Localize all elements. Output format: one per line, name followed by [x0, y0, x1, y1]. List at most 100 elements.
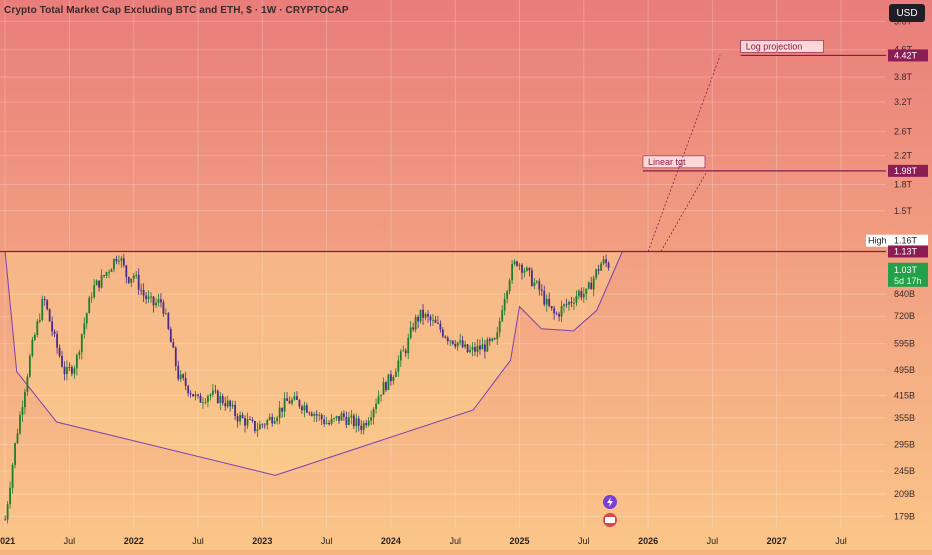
candle-body: [533, 282, 536, 286]
candle-body: [266, 419, 269, 426]
candle-body: [71, 367, 73, 374]
candle-body: [506, 291, 509, 299]
candle-body: [486, 339, 489, 352]
candle-body: [496, 332, 499, 340]
candle-body: [231, 404, 234, 407]
time-tick-label: Jul: [64, 536, 76, 546]
candle-body: [115, 258, 118, 262]
candle-body: [93, 285, 96, 298]
time-axis[interactable]: 2021 Jul 2022 Jul 2023 Jul 2024 Jul 2025 Jul 2026 J…: [0, 536, 847, 546]
candle-body: [318, 414, 321, 416]
candle-body: [503, 298, 506, 311]
price-tag: [888, 245, 928, 258]
candle-body: [476, 345, 479, 352]
candle-body: [577, 290, 580, 297]
candle-body: [160, 299, 162, 303]
candle-body: [110, 269, 113, 272]
candle-body: [580, 290, 583, 298]
candle-body: [595, 269, 598, 278]
candle-body: [16, 433, 19, 444]
candle-body: [286, 398, 288, 401]
candle-body: [313, 413, 316, 416]
candle-body: [33, 334, 36, 340]
candle-body: [221, 396, 224, 404]
grid-lines: [0, 0, 886, 528]
candle-body: [100, 275, 103, 288]
time-tick-label: Jul: [449, 536, 461, 546]
candle-body: [204, 401, 207, 403]
candle-body: [360, 425, 363, 430]
candle-body: [365, 423, 368, 426]
candle-body: [137, 274, 140, 290]
projection-line: [647, 55, 721, 252]
candle-body: [555, 313, 558, 315]
candle-body: [471, 347, 474, 350]
candle-body: [142, 289, 145, 296]
candle-body: [530, 270, 533, 286]
candle-body: [451, 340, 454, 345]
high-tag: [866, 234, 888, 247]
candle-body: [24, 391, 26, 408]
level-note: Linear tgt: [648, 157, 686, 167]
currency-button[interactable]: USD: [889, 4, 925, 22]
candle-body: [56, 333, 58, 348]
candle-body: [83, 323, 86, 335]
price-axis[interactable]: 5.6T4.6T3.8T3.2T2.6T2.2T1.8T1.5T840B720B…: [886, 0, 932, 550]
candle-body: [592, 277, 595, 290]
candle-body: [192, 394, 194, 397]
price-tick-label: 209B: [894, 489, 915, 499]
candle-body: [246, 419, 249, 426]
price-tick-label: 840B: [894, 289, 915, 299]
candle-body: [293, 396, 296, 400]
candle-body: [234, 404, 237, 417]
candle-body: [597, 269, 600, 271]
candle-body: [219, 396, 222, 403]
time-tick-label: Jul: [707, 536, 719, 546]
candle-body: [224, 403, 227, 407]
candle-body: [244, 417, 246, 426]
event-icons[interactable]: [603, 495, 617, 527]
candle-body: [130, 278, 133, 283]
candle-body: [127, 276, 130, 283]
candle-body: [419, 309, 422, 322]
candle-body: [350, 415, 353, 418]
candle-body: [399, 351, 402, 361]
candle-body: [80, 334, 83, 353]
candle-body: [157, 299, 160, 303]
candle-body: [43, 298, 46, 301]
candle-body: [323, 419, 326, 424]
candle-body: [511, 264, 513, 281]
candle-body: [479, 345, 481, 350]
candle-body: [209, 394, 212, 397]
candle-body: [437, 322, 439, 324]
time-tick-label: Jul: [835, 536, 847, 546]
candle-body: [26, 376, 29, 392]
candle-body: [345, 417, 348, 425]
candle-body: [441, 329, 444, 337]
price-tag: [888, 49, 928, 62]
candle-body: [412, 327, 415, 330]
candle-body: [4, 519, 7, 521]
candle-body: [427, 313, 429, 317]
candle-body: [548, 298, 551, 307]
candle-body: [526, 267, 528, 271]
candle-body: [422, 309, 424, 318]
candle-body: [135, 274, 138, 276]
candle-body: [560, 306, 563, 317]
candle-body: [600, 263, 603, 271]
candle-body: [390, 374, 392, 382]
candle-body: [558, 314, 560, 317]
time-tick-label: Jul: [321, 536, 333, 546]
candle-body: [340, 413, 343, 421]
time-tick-label: Jul: [578, 536, 590, 546]
candle-body: [310, 413, 313, 416]
pattern-outline: [4, 251, 624, 476]
price-tick-label: 3.8T: [894, 72, 913, 82]
candle-body: [48, 309, 51, 322]
candle-body: [226, 400, 229, 407]
candle-body: [162, 302, 165, 314]
candle-body: [429, 316, 432, 321]
